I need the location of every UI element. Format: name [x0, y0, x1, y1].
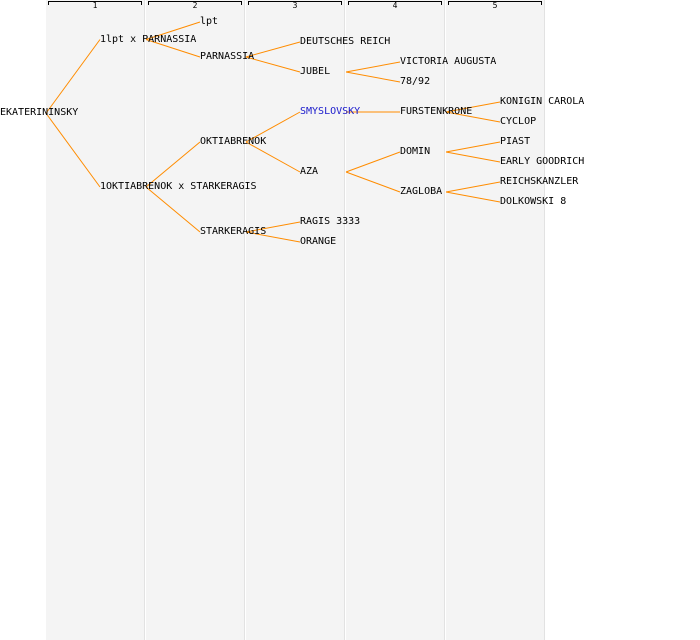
pedigree-node: JUBEL — [300, 66, 331, 77]
pedigree-link — [245, 41, 301, 58]
generation-column-5 — [446, 0, 544, 640]
pedigree-node: DOLKOWSKI 8 — [500, 196, 567, 207]
pedigree-link — [445, 101, 501, 113]
pedigree-node: AZA — [300, 166, 319, 177]
generation-column-4 — [346, 0, 444, 640]
generation-bracket — [148, 1, 242, 5]
pedigree-link — [445, 151, 501, 163]
generation-column-divider — [144, 0, 145, 640]
pedigree-link — [345, 171, 401, 193]
pedigree-link — [145, 39, 201, 58]
pedigree-node: lpt — [200, 16, 219, 27]
pedigree-node: OKTIABRENOK — [200, 136, 267, 147]
pedigree-node: 1lpt x PARNASSIA — [100, 33, 197, 45]
pedigree-node: EKATERININSKY — [0, 107, 79, 119]
pedigree-link — [445, 191, 501, 203]
pedigree-node: 1OKTIABRENOK x STARKERAGIS — [100, 181, 257, 192]
generation-column-divider — [344, 0, 345, 640]
generation-column-3 — [246, 0, 344, 640]
pedigree-link — [445, 111, 501, 123]
pedigree-node: KONIGIN CAROLA — [500, 96, 585, 107]
pedigree-link — [345, 61, 401, 73]
pedigree-link — [45, 112, 101, 188]
pedigree-link — [245, 221, 301, 233]
pedigree-link — [445, 181, 501, 193]
generation-bracket — [48, 1, 142, 5]
generation-bracket — [448, 1, 542, 5]
pedigree-node: SMYSLOVSKY — [300, 106, 361, 117]
generation-column-divider — [444, 0, 445, 640]
generation-label: 2 — [192, 1, 198, 10]
generation-column-2 — [146, 0, 244, 640]
pedigree-link — [245, 141, 301, 173]
pedigree-node: 78/92 — [400, 76, 431, 87]
pedigree-node: DOMIN — [400, 146, 431, 157]
pedigree-node: DEUTSCHES REICH — [300, 36, 391, 47]
pedigree-node: CYCLOP — [500, 116, 537, 127]
pedigree-node: PARNASSIA — [200, 51, 255, 62]
generation-column-divider — [244, 0, 245, 640]
generation-label: 4 — [392, 1, 398, 10]
generation-column-divider — [544, 0, 545, 640]
generation-bracket — [248, 1, 342, 5]
pedigree-node: FURSTENKRONE — [400, 106, 473, 117]
pedigree-link — [245, 231, 301, 243]
pedigree-node: ORANGE — [300, 236, 337, 247]
generation-label: 3 — [292, 1, 298, 10]
pedigree-link — [145, 21, 201, 40]
pedigree-node: PIAST — [500, 136, 531, 147]
pedigree-node: EARLY GOODRICH — [500, 156, 585, 167]
pedigree-link — [245, 56, 301, 73]
pedigree-link — [445, 141, 501, 153]
pedigree-link — [145, 186, 201, 233]
generation-column-1 — [46, 0, 144, 640]
pedigree-link — [245, 111, 301, 143]
generation-bracket — [348, 1, 442, 5]
pedigree-node: STARKERAGIS — [200, 226, 267, 237]
pedigree-node: RAGIS 3333 — [300, 216, 361, 227]
pedigree-node: ZAGLOBA — [400, 186, 443, 197]
pedigree-link — [45, 39, 101, 114]
generation-label: 5 — [492, 1, 498, 10]
pedigree-link — [345, 71, 401, 83]
pedigree-link — [345, 151, 401, 173]
pedigree-node: VICTORIA AUGUSTA — [400, 56, 497, 67]
pedigree-link — [145, 141, 201, 188]
generation-label: 1 — [92, 1, 98, 10]
pedigree-node: REICHSKANZLER — [500, 176, 579, 187]
